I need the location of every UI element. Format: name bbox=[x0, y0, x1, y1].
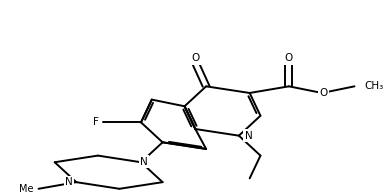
Text: Me: Me bbox=[19, 184, 34, 194]
Text: N: N bbox=[140, 157, 148, 167]
Text: N: N bbox=[245, 131, 253, 141]
Text: O: O bbox=[285, 53, 293, 63]
Text: O: O bbox=[191, 53, 199, 63]
Text: CH₃: CH₃ bbox=[364, 81, 383, 91]
Text: N: N bbox=[66, 177, 73, 187]
Text: F: F bbox=[93, 117, 99, 127]
Text: O: O bbox=[319, 88, 327, 98]
